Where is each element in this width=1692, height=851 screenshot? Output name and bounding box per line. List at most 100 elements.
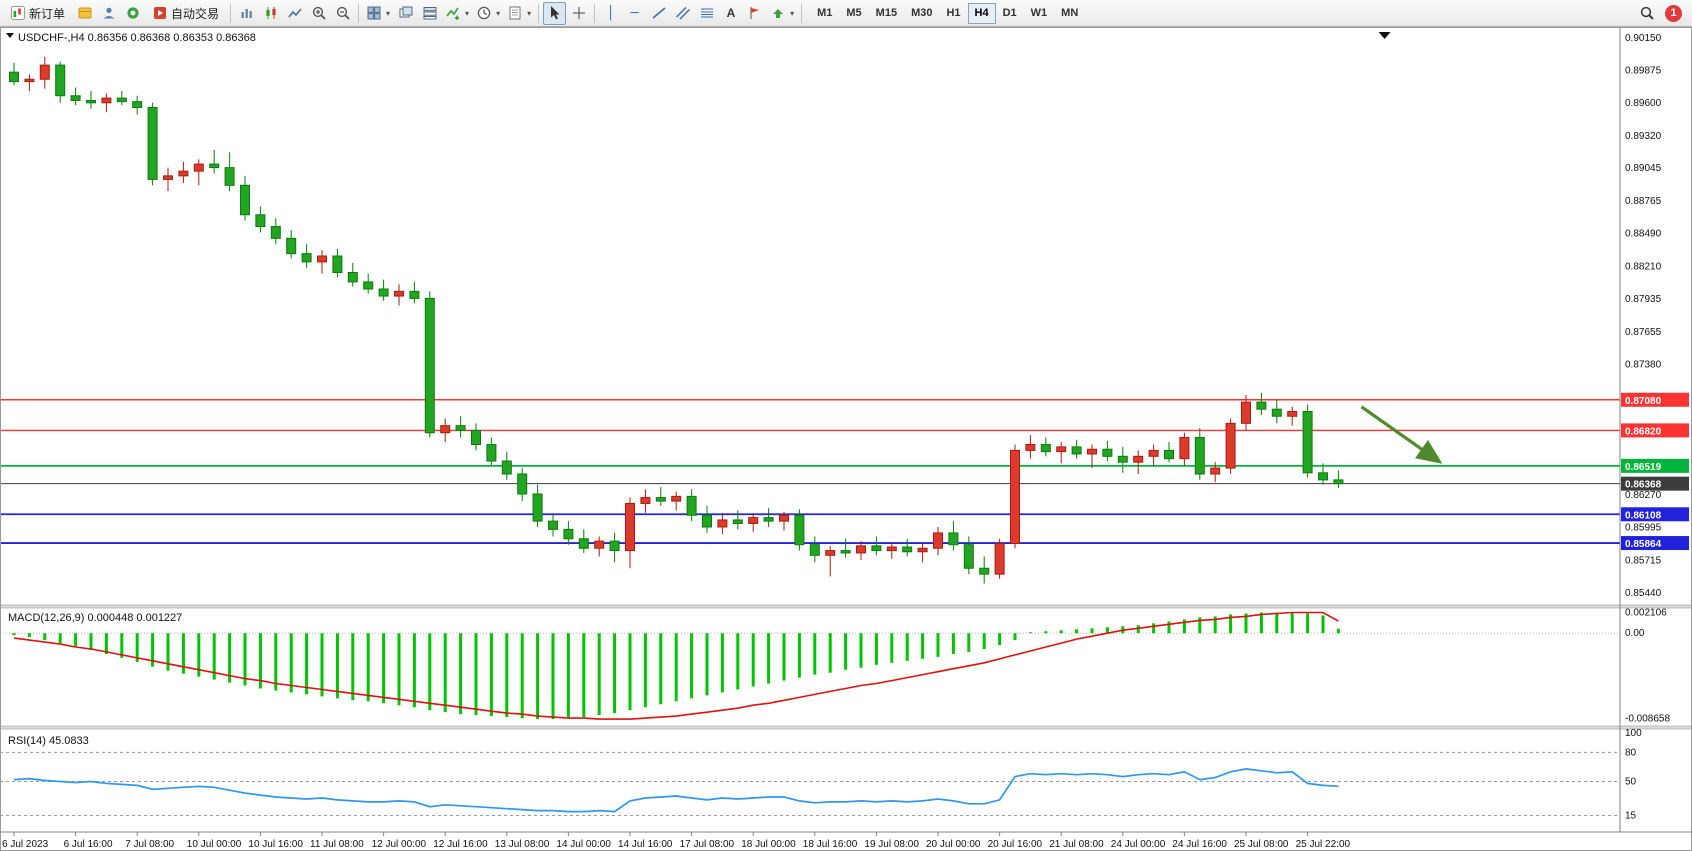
svg-text:14 Jul 16:00: 14 Jul 16:00 — [618, 839, 673, 850]
svg-text:14 Jul 00:00: 14 Jul 00:00 — [556, 839, 611, 850]
trend-arrow-annotation[interactable] — [1360, 405, 1443, 464]
svg-text:7 Jul 08:00: 7 Jul 08:00 — [125, 839, 174, 850]
toolbar-separator — [538, 3, 540, 23]
bar-chart-button[interactable] — [235, 2, 258, 25]
svg-text:6 Jul 16:00: 6 Jul 16:00 — [64, 839, 113, 850]
svg-text:18 Jul 00:00: 18 Jul 00:00 — [741, 839, 796, 850]
profile-icon — [103, 7, 114, 19]
zoom-out-icon — [336, 6, 350, 20]
svg-text:25 Jul 22:00: 25 Jul 22:00 — [1296, 839, 1351, 850]
svg-text:0.85995: 0.85995 — [1625, 523, 1662, 534]
label-flag-icon — [750, 7, 759, 19]
line-chart-icon — [287, 8, 302, 18]
one-click-collapse-icon[interactable] — [6, 33, 14, 38]
svg-text:50: 50 — [1625, 777, 1637, 788]
fibonacci-icon — [700, 8, 713, 18]
timeframe-m1[interactable]: M1 — [810, 3, 839, 24]
notification-badge[interactable]: 1 — [1665, 4, 1682, 22]
timeframe-h4[interactable]: H4 — [967, 2, 996, 24]
window-list-icon — [423, 7, 437, 20]
timeframe-d1[interactable]: D1 — [996, 3, 1024, 24]
svg-text:0.90150: 0.90150 — [1625, 33, 1662, 44]
chart-box-button[interactable] — [73, 2, 96, 25]
trendline-button[interactable] — [647, 2, 670, 25]
svg-text:0.86270: 0.86270 — [1625, 490, 1662, 501]
svg-text:0.86820: 0.86820 — [1625, 426, 1662, 437]
label-button[interactable] — [743, 2, 766, 25]
svg-text:0.87655: 0.87655 — [1625, 327, 1662, 338]
horizontal-lines-layer[interactable] — [0, 399, 1620, 544]
toolbar-separator — [801, 3, 803, 23]
cascade-windows-button[interactable] — [394, 2, 417, 25]
time-axis[interactable]: 6 Jul 2023 6 Jul 16:00 7 Jul 08:00 10 Jul 0… — [0, 831, 1692, 850]
svg-text:0.00: 0.00 — [1625, 628, 1645, 639]
svg-text:0.85440: 0.85440 — [1625, 588, 1662, 599]
search-button[interactable] — [1635, 2, 1658, 25]
tile-windows-button[interactable]: ▾ — [363, 2, 393, 25]
channel-button[interactable] — [671, 2, 694, 25]
chevron-down-icon: ▾ — [496, 8, 501, 18]
window-list-button[interactable] — [418, 2, 441, 25]
svg-text:0.85864: 0.85864 — [1625, 539, 1662, 550]
cascade-windows-icon — [399, 6, 413, 18]
svg-text:13 Jul 08:00: 13 Jul 08:00 — [495, 839, 550, 850]
period-clock-button[interactable]: ▾ — [473, 2, 503, 25]
template-button[interactable]: ▾ — [504, 2, 534, 25]
zoom-in-icon — [312, 6, 326, 20]
clock-icon — [477, 6, 491, 20]
chart-shift-marker[interactable] — [1378, 32, 1391, 39]
line-chart-button[interactable] — [283, 2, 306, 25]
vertical-line-button[interactable]: │ — [599, 2, 622, 25]
autotrade-button[interactable]: 自动交易 — [145, 2, 226, 25]
svg-text:6 Jul 2023: 6 Jul 2023 — [2, 839, 49, 850]
channel-icon — [675, 7, 690, 20]
svg-text:17 Jul 08:00: 17 Jul 08:00 — [680, 839, 735, 850]
svg-text:25 Jul 08:00: 25 Jul 08:00 — [1234, 839, 1289, 850]
search-icon — [1640, 6, 1654, 20]
chart-header: USDCHF-,H4 0.86356 0.86368 0.86353 0.863… — [6, 32, 256, 44]
svg-text:11 Jul 08:00: 11 Jul 08:00 — [310, 839, 364, 850]
community-button[interactable] — [121, 2, 144, 25]
crosshair-button[interactable] — [567, 2, 590, 25]
indicators-button[interactable]: ▾ — [442, 2, 472, 25]
horizontal-line-button[interactable]: ─ — [623, 2, 646, 25]
zoom-out-button[interactable] — [331, 2, 354, 25]
svg-text:USDCHF-,H4 0.86356 0.86368 0.: USDCHF-,H4 0.86356 0.86368 0.86353 0.863… — [18, 32, 256, 44]
text-button[interactable]: A — [719, 2, 742, 25]
svg-text:20 Jul 00:00: 20 Jul 00:00 — [926, 839, 981, 850]
timeframe-mn[interactable]: MN — [1054, 3, 1085, 24]
indicators-icon — [446, 7, 460, 20]
chart-canvas[interactable]: 0.90150 0.89875 0.89600 0.89320 0.89045 0.887… — [0, 27, 1692, 851]
toolbar-separator — [358, 3, 360, 23]
panel-dividers[interactable] — [0, 604, 1692, 730]
timeframe-m15[interactable]: M15 — [869, 3, 904, 24]
macd-panel — [0, 611, 1620, 720]
svg-text:0.89320: 0.89320 — [1625, 131, 1662, 142]
vertical-line-icon: │ — [606, 5, 615, 21]
tile-windows-icon — [367, 6, 381, 20]
profile-button[interactable] — [97, 2, 120, 25]
svg-text:0.87080: 0.87080 — [1625, 396, 1662, 407]
chevron-down-icon: ▾ — [386, 8, 391, 18]
timeframe-h1[interactable]: H1 — [939, 3, 967, 24]
macd-header: MACD(12,26,9) 0.000448 0.001227 — [8, 612, 182, 624]
bar-chart-icon — [241, 9, 252, 18]
cursor-button[interactable] — [543, 1, 567, 25]
trendline-icon — [652, 7, 666, 19]
price-axis[interactable]: 0.90150 0.89875 0.89600 0.89320 0.89045 0.887… — [1619, 27, 1670, 832]
svg-text:0.002106: 0.002106 — [1625, 607, 1667, 618]
shapes-button[interactable]: ▾ — [767, 2, 797, 25]
candles-layer — [9, 56, 1344, 584]
timeframe-w1[interactable]: W1 — [1024, 3, 1055, 24]
timeframe-m5[interactable]: M5 — [839, 3, 868, 24]
timeframe-m30[interactable]: M30 — [904, 3, 939, 24]
svg-text:12 Jul 00:00: 12 Jul 00:00 — [372, 839, 427, 850]
new-order-button[interactable]: 新订单 — [3, 2, 72, 25]
main-toolbar: 新订单 自动交易 — [0, 0, 1692, 27]
fibonacci-button[interactable] — [695, 2, 718, 25]
zoom-in-button[interactable] — [307, 2, 330, 25]
chart-canvas-area[interactable]: 0.90150 0.89875 0.89600 0.89320 0.89045 0.887… — [0, 27, 1692, 851]
candle-chart-button[interactable] — [259, 2, 282, 25]
toolbar-right: 1 — [1635, 2, 1689, 25]
rsi-header: RSI(14) 45.0833 — [8, 735, 89, 747]
